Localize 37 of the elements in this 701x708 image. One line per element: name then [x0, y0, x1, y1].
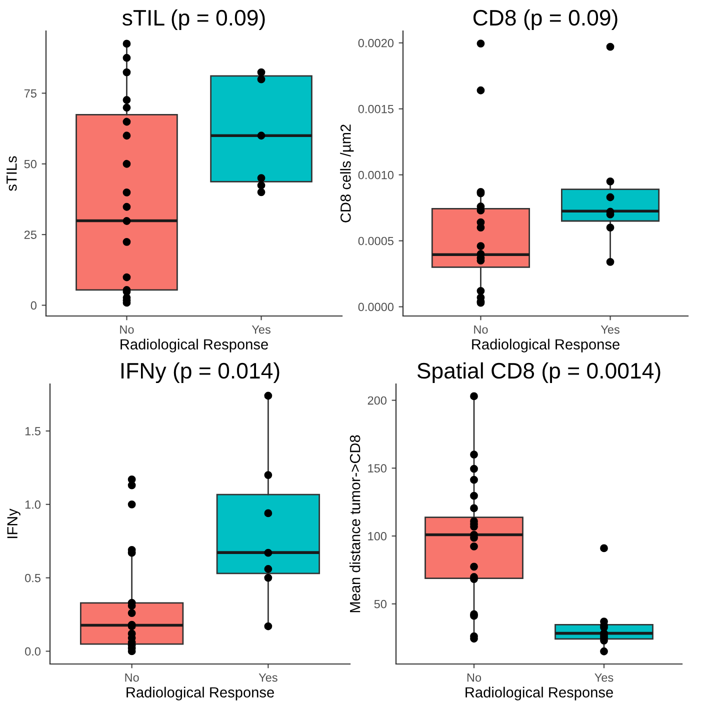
x-tick-label: Yes — [252, 325, 270, 334]
y-tick-label: 0.0015 — [358, 104, 394, 114]
x-tick-label: No — [125, 673, 139, 682]
x-axis-title: Radiological Response — [466, 686, 613, 700]
y-tick-label: 100 — [368, 532, 387, 540]
y-tick-label: 0.0005 — [358, 236, 394, 246]
y-tick-label: 75 — [24, 89, 36, 98]
y-tick-label: 0.0000 — [358, 302, 394, 312]
y-tick-label: 1.5 — [25, 427, 40, 436]
y-tick-label: 0.0 — [25, 647, 41, 656]
x-tick-label: Yes — [258, 673, 278, 682]
y-tick-label: 0.0010 — [358, 170, 394, 180]
x-axis-title: Radiological Response — [472, 338, 620, 352]
y-tick-label: 200 — [368, 396, 387, 405]
x-tick-label: Yes — [600, 325, 620, 334]
y-axis-title: IFNy — [7, 508, 20, 538]
y-tick-label: 150 — [368, 464, 387, 473]
y-tick-label: 1.0 — [25, 500, 41, 509]
y-tick-label: 25 — [24, 230, 36, 239]
x-tick-label: Yes — [594, 673, 614, 682]
x-tick-label: No — [467, 673, 482, 682]
x-axis-title: Radiological Response — [120, 338, 268, 352]
x-axis-title: Radiological Response — [126, 686, 274, 700]
y-tick-label: 50 — [24, 160, 37, 168]
y-tick-label: 0.0020 — [358, 38, 394, 48]
chart-title: Spatial CD8 (p = 0.0014) — [417, 362, 660, 384]
y-tick-label: 0 — [30, 301, 37, 310]
y-tick-label: 50 — [374, 600, 387, 608]
x-tick-label: No — [474, 325, 488, 334]
chart-title: CD8 (p = 0.09) — [473, 9, 618, 30]
y-axis-title: sTILs — [6, 156, 17, 191]
y-axis-title: CD8 cells /µm2 — [340, 124, 354, 222]
x-tick-label: No — [120, 325, 134, 334]
y-axis-title: Mean distance tumor->CD8 — [350, 435, 360, 612]
chart-title: IFNy (p = 0.014) — [121, 362, 280, 384]
y-tick-label: 0.5 — [25, 574, 40, 582]
chart-title: sTIL (p = 0.09) — [122, 9, 265, 30]
